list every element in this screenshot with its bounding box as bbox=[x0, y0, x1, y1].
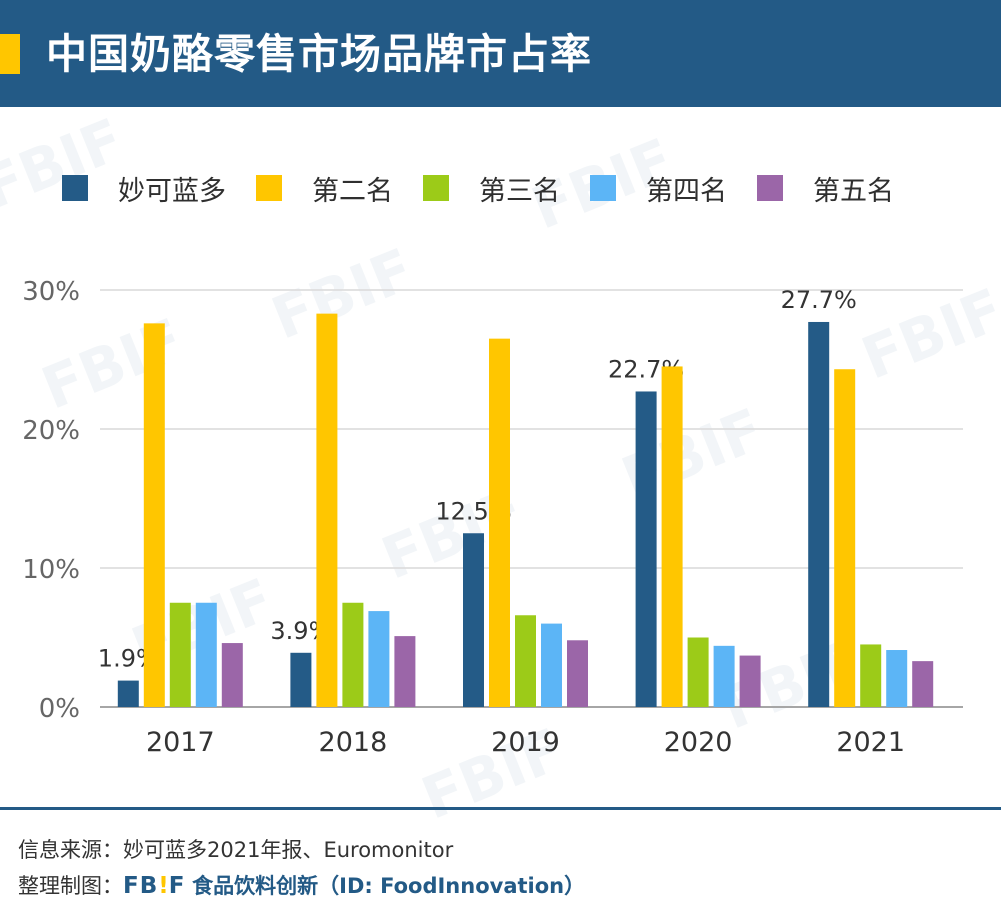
legend-swatch bbox=[62, 175, 88, 201]
x-tick-label: 2021 bbox=[836, 727, 905, 758]
bar bbox=[515, 615, 536, 707]
source-line: 信息来源：妙可蓝多2021年报、Euromonitor bbox=[18, 834, 453, 864]
legend-item-fifth: 第五名 bbox=[757, 169, 894, 208]
legend-item-third: 第三名 bbox=[423, 169, 560, 208]
bar bbox=[541, 623, 562, 707]
bar bbox=[808, 321, 830, 707]
bar bbox=[394, 636, 416, 707]
bar bbox=[290, 652, 312, 707]
source-text: 妙可蓝多2021年报、Euromonitor bbox=[123, 838, 454, 862]
bar bbox=[316, 313, 338, 707]
footer-divider bbox=[0, 807, 1001, 810]
legend-label: 第五名 bbox=[813, 175, 894, 207]
bar-chart: 0%10%20%30%1.9%20173.9%201812.5%201922.7… bbox=[22, 277, 963, 758]
compiled-label: 整理制图： bbox=[18, 874, 123, 898]
bar bbox=[834, 369, 856, 707]
legend-item-second: 第二名 bbox=[256, 169, 393, 208]
fbif-logo-right: F bbox=[168, 873, 186, 899]
bar bbox=[463, 533, 484, 707]
chart-legend: 妙可蓝多 第二名 第三名 第四名 第五名 bbox=[62, 160, 924, 216]
bar bbox=[912, 661, 934, 707]
y-tick-label: 30% bbox=[22, 277, 80, 307]
x-tick-label: 2019 bbox=[491, 727, 560, 758]
legend-swatch bbox=[590, 175, 616, 201]
bar bbox=[221, 643, 243, 707]
legend-item-fourth: 第四名 bbox=[590, 169, 727, 208]
bar bbox=[143, 323, 165, 707]
bar bbox=[567, 640, 588, 707]
x-tick-label: 2017 bbox=[146, 727, 215, 758]
bar bbox=[635, 391, 657, 707]
bar bbox=[368, 611, 390, 707]
bar bbox=[195, 602, 217, 707]
bar bbox=[739, 655, 761, 707]
bar bbox=[342, 602, 364, 707]
header-bar: 中国奶酪零售市场品牌市占率 bbox=[0, 0, 1001, 107]
data-label: 27.7% bbox=[781, 286, 857, 314]
legend-label: 第三名 bbox=[479, 175, 560, 207]
fbif-logo-left: FB bbox=[123, 873, 159, 899]
source-label: 信息来源： bbox=[18, 838, 123, 862]
bar bbox=[489, 338, 510, 707]
y-tick-label: 20% bbox=[22, 416, 80, 446]
legend-label: 第二名 bbox=[312, 175, 393, 207]
bar bbox=[117, 680, 139, 707]
x-tick-label: 2018 bbox=[319, 727, 388, 758]
legend-swatch bbox=[256, 175, 282, 201]
header-accent bbox=[0, 34, 20, 74]
legend-item-miaokelanduo: 妙可蓝多 bbox=[62, 169, 226, 208]
credit-line: 整理制图：FB!F 食品饮料创新（ID: FoodInnovation） bbox=[18, 870, 585, 900]
bar bbox=[713, 645, 735, 707]
legend-swatch bbox=[423, 175, 449, 201]
fbif-logo-bang: ! bbox=[158, 873, 169, 899]
x-tick-label: 2020 bbox=[664, 727, 733, 758]
brand-name: 食品饮料创新（ID: FoodInnovation） bbox=[192, 874, 586, 898]
legend-label: 第四名 bbox=[646, 175, 727, 207]
bar bbox=[860, 644, 882, 707]
bar bbox=[886, 650, 908, 707]
bar bbox=[169, 602, 191, 707]
y-tick-label: 0% bbox=[39, 694, 80, 724]
page-title: 中国奶酪零售市场品牌市占率 bbox=[46, 30, 592, 78]
legend-label: 妙可蓝多 bbox=[118, 175, 226, 207]
legend-swatch bbox=[757, 175, 783, 201]
bar bbox=[687, 637, 709, 707]
y-tick-label: 10% bbox=[22, 555, 80, 585]
bar bbox=[661, 366, 683, 707]
